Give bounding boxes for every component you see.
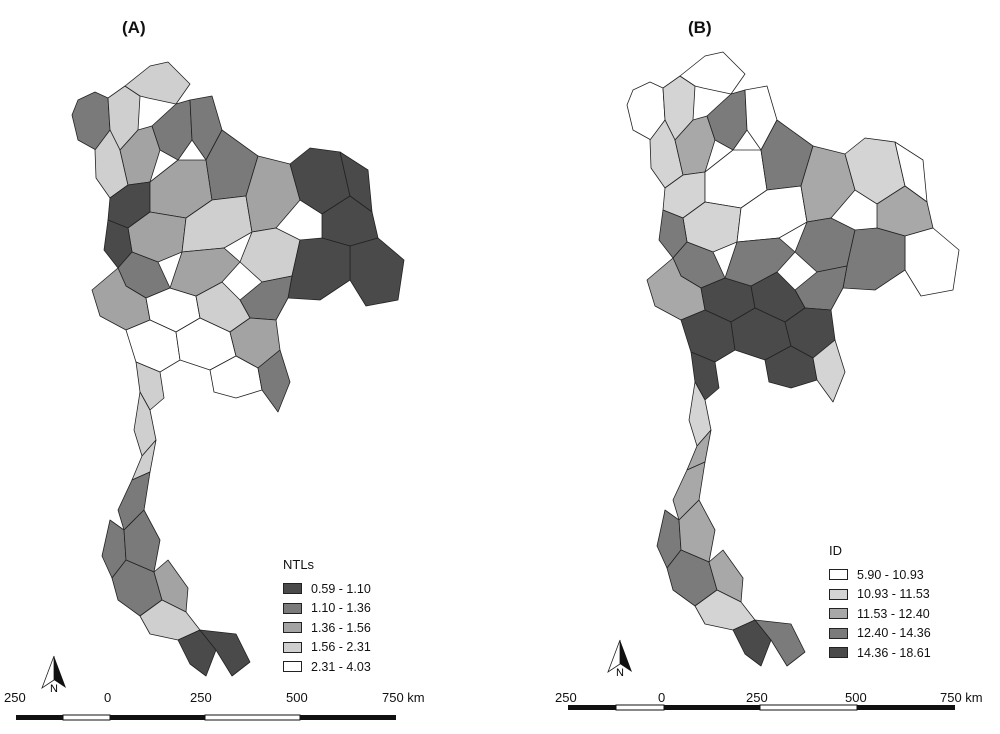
legend-label: 1.10 - 1.36 [311, 601, 371, 616]
panel-a-legend: NTLs 0.59 - 1.10 1.10 - 1.36 1.36 - 1.56… [283, 557, 371, 677]
legend-item: 2.31 - 4.03 [283, 657, 371, 677]
province-region [678, 499, 716, 563]
legend-label: 1.56 - 2.31 [311, 640, 371, 655]
province-region [904, 227, 960, 297]
legend-title: ID [829, 543, 842, 558]
legend-item: 1.56 - 2.31 [283, 638, 371, 658]
province-region [690, 351, 720, 401]
north-arrow-icon: N [41, 655, 66, 695]
north-arrow: N [602, 638, 638, 683]
province-region [842, 227, 906, 291]
scale-label: 500 [845, 690, 867, 705]
legend-swatch [829, 588, 848, 600]
panel-a-scale-bar: 250 0 250 500 750 km [0, 690, 500, 730]
scale-label: 250 [190, 690, 212, 705]
legend-item: 11.53 - 12.40 [829, 604, 931, 624]
legend-item: 10.93 - 11.53 [829, 585, 931, 605]
legend-item: 1.36 - 1.56 [283, 618, 371, 638]
legend-title: NTLs [283, 557, 315, 572]
province-region [724, 237, 796, 287]
panel-b-title: (B) [688, 18, 712, 37]
scale-label: 0 [104, 690, 112, 705]
legend-swatch [829, 569, 848, 581]
north-arrow: N [36, 654, 72, 699]
legend-swatch [283, 661, 302, 673]
legend-label: 2.31 - 4.03 [311, 659, 371, 674]
legend-label: 1.36 - 1.56 [311, 620, 371, 635]
legend-swatch [829, 608, 848, 620]
scale-label: 250 [555, 690, 577, 705]
panel-a-title: (A) [122, 18, 146, 37]
legend-item: 5.90 - 10.93 [829, 565, 931, 585]
scale-label: 750 km [382, 690, 425, 705]
legend-swatch [829, 647, 848, 659]
legend-label: 14.36 - 18.61 [857, 645, 931, 660]
province-region [732, 619, 772, 667]
province-region [135, 361, 165, 411]
province-region [257, 349, 291, 413]
legend-item: 12.40 - 14.36 [829, 624, 931, 644]
province-region [153, 559, 189, 613]
province-region [123, 509, 161, 573]
province-region [794, 217, 856, 273]
legend-item: 14.36 - 18.61 [829, 643, 931, 663]
panel-b-id-map: (B) N ID 5.90 - 10.93 10.93 - 11.53 11.5… [500, 0, 1000, 734]
panel-b-legend: ID 5.90 - 10.93 10.93 - 11.53 11.53 - 12… [829, 543, 931, 663]
legend-swatch [283, 622, 302, 634]
province-region [679, 51, 746, 95]
legend-label: 5.90 - 10.93 [857, 567, 924, 582]
panel-a-province-map [71, 61, 405, 677]
north-arrow-icon: N [607, 639, 632, 679]
legend-item: 0.59 - 1.10 [283, 579, 371, 599]
province-region [349, 237, 405, 307]
legend-label: 11.53 - 12.40 [857, 606, 930, 621]
legend-swatch [283, 641, 302, 653]
panel-b-province-map [626, 51, 960, 667]
province-region [177, 629, 217, 677]
legend-label: 10.93 - 11.53 [857, 587, 930, 602]
province-region [812, 339, 846, 403]
province-region [169, 247, 241, 297]
scale-bar-graphic [568, 704, 955, 711]
province-region [239, 227, 301, 283]
panel-b-scale-bar: 250 0 250 500 750 km [500, 690, 1000, 730]
legend-item: 1.10 - 1.36 [283, 599, 371, 619]
legend-label: 0.59 - 1.10 [311, 581, 371, 596]
legend-swatch [283, 602, 302, 614]
province-region [287, 237, 351, 301]
province-region [708, 549, 744, 603]
north-label: N [50, 683, 58, 694]
scale-label: 250 [4, 690, 26, 705]
province-region [124, 61, 191, 105]
legend-swatch [829, 627, 848, 639]
scale-label: 250 [746, 690, 768, 705]
legend-swatch [283, 583, 302, 595]
north-label: N [616, 667, 624, 678]
province-region [199, 629, 251, 677]
scale-bar-graphic [16, 714, 396, 721]
scale-label: 0 [658, 690, 666, 705]
legend-label: 12.40 - 14.36 [857, 626, 931, 641]
panel-a-ntl-map: (A) N NTLs 0.59 - 1.10 1.10 - 1.36 1.36 … [0, 18, 500, 730]
scale-label: 750 km [940, 690, 983, 705]
scale-label: 500 [286, 690, 308, 705]
province-region [754, 619, 806, 667]
